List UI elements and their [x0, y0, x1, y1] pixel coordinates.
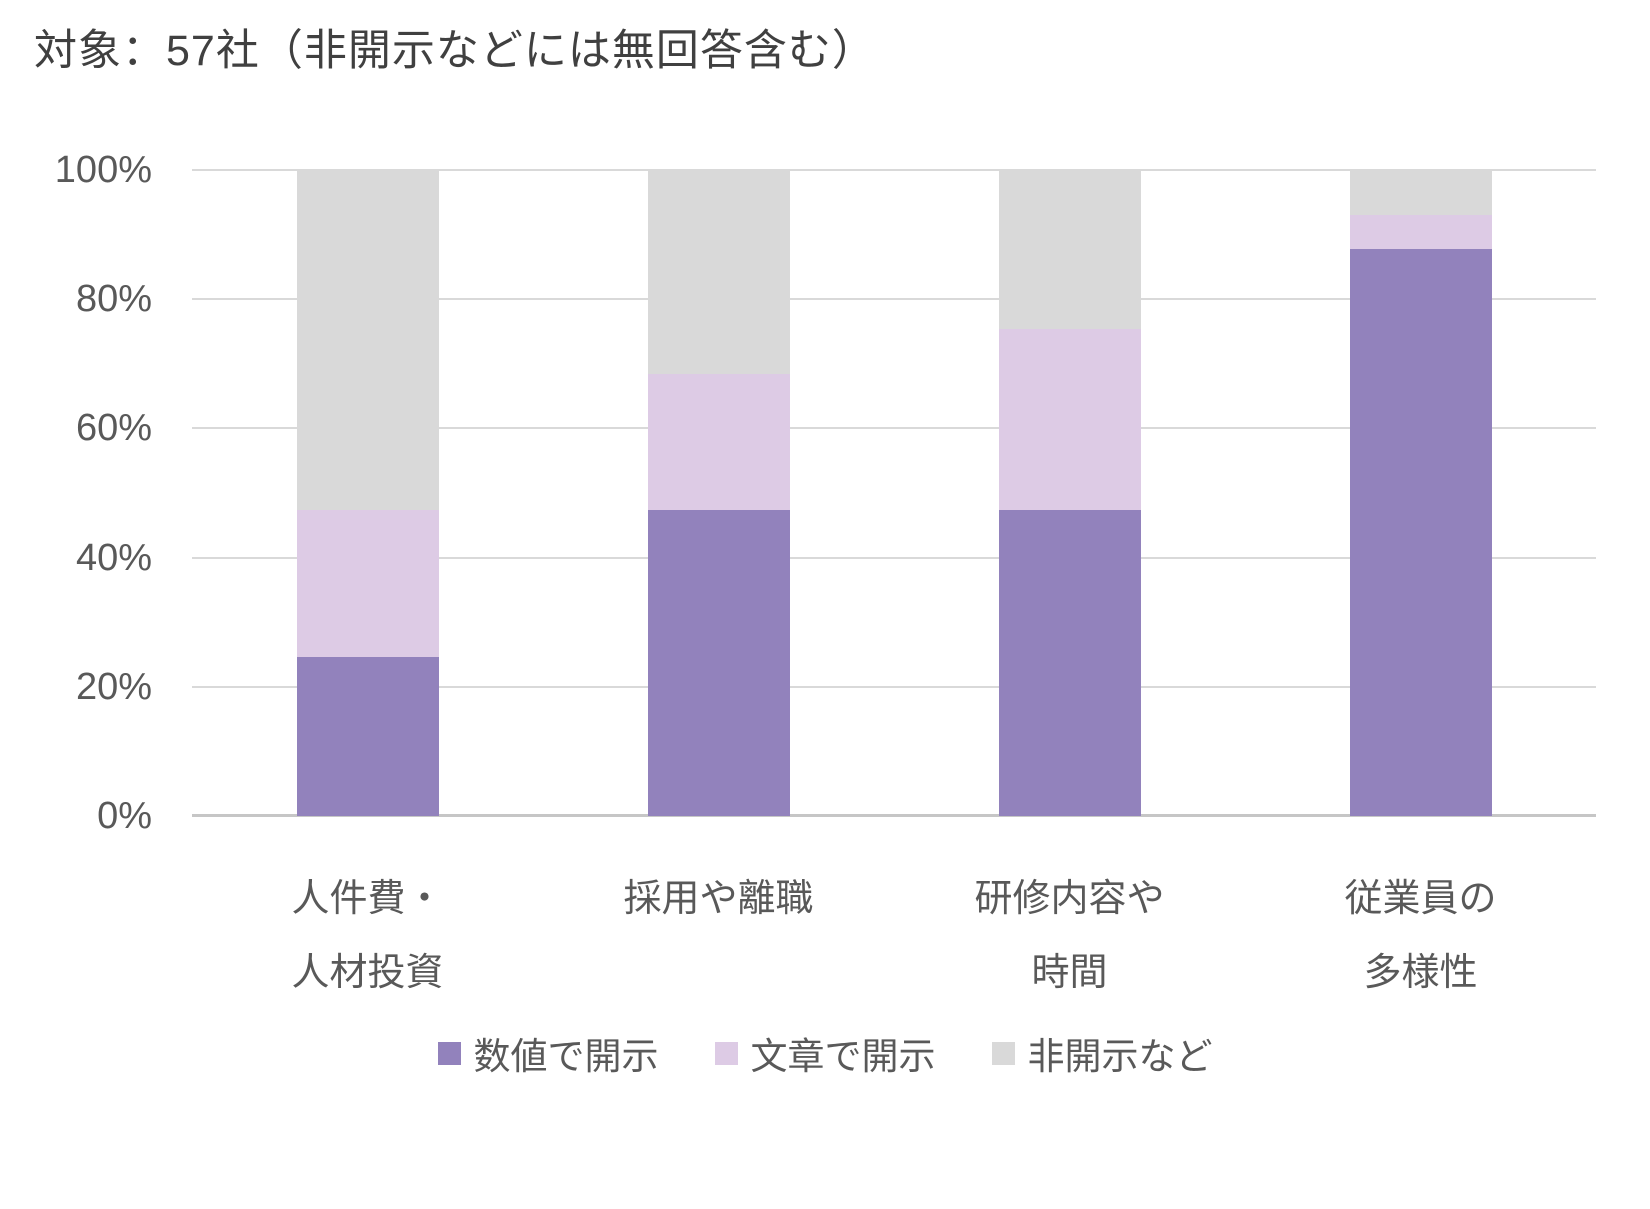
legend-label: 非開示など	[1027, 1036, 1213, 1077]
bar-segment	[647, 373, 790, 511]
x-axis-category-label-line: 従業員の	[1344, 878, 1497, 920]
gridline	[192, 298, 1596, 301]
bar-segment	[998, 328, 1141, 511]
bar-group	[647, 170, 790, 816]
legend-swatch-icon	[991, 1041, 1015, 1065]
y-axis-tick-label: 100%	[54, 149, 152, 191]
bar-group	[998, 170, 1141, 816]
y-axis-tick-label: 0%	[97, 795, 152, 837]
legend-item: 数値で開示	[437, 1026, 659, 1080]
x-axis-category-label-line: 研修内容や	[974, 878, 1165, 920]
bar-segment	[296, 657, 439, 816]
bar-segment	[998, 170, 1141, 329]
bar-segment	[1349, 170, 1492, 216]
bar-group	[1349, 170, 1492, 816]
x-axis-category-label-line: 採用や離職	[623, 878, 814, 920]
gridline	[192, 169, 1596, 171]
bar-segment	[998, 510, 1141, 816]
x-axis-category-label-line: 人材投資	[291, 952, 444, 994]
bar-group	[296, 170, 439, 816]
bar-segment	[647, 170, 790, 374]
legend-swatch-icon	[437, 1041, 461, 1065]
bar-segment	[296, 170, 439, 510]
legend-item: 非開示など	[991, 1026, 1213, 1080]
x-axis-category-label-line: 時間	[1031, 952, 1108, 994]
bar-segment	[647, 510, 790, 816]
legend: 数値で開示 文章で開示 非開示など	[0, 1026, 1650, 1080]
legend-swatch-icon	[714, 1041, 738, 1065]
x-axis-category-label-line: 多様性	[1363, 952, 1478, 994]
bar-segment	[296, 509, 439, 658]
legend-label: 文章で開示	[750, 1036, 936, 1077]
x-axis-line	[192, 814, 1596, 817]
y-axis-tick-label: 60%	[75, 407, 152, 450]
gridline	[192, 685, 1596, 688]
plot-area	[192, 169, 1596, 817]
chart-title: 対象：57社（非開示などには無回答含む）	[34, 27, 876, 75]
legend-item: 文章で開示	[714, 1026, 936, 1080]
x-axis-category-label: 研修内容や 時間	[890, 862, 1250, 1010]
y-axis-tick-label: 80%	[75, 278, 152, 321]
x-axis-category-label: 人件費・ 人材投資	[188, 862, 548, 1010]
bar-segment	[1349, 249, 1492, 816]
bar-segment	[1349, 215, 1492, 250]
x-axis-category-label: 採用や離職	[539, 862, 899, 936]
gridline	[192, 427, 1596, 430]
x-axis-category-label-line: 人件費・	[291, 878, 444, 920]
legend-label: 数値で開示	[473, 1036, 659, 1077]
y-axis-tick-label: 40%	[75, 536, 152, 579]
x-axis-category-label: 従業員の 多様性	[1241, 862, 1601, 1010]
y-axis-tick-label: 20%	[75, 665, 152, 708]
gridline	[192, 556, 1596, 559]
